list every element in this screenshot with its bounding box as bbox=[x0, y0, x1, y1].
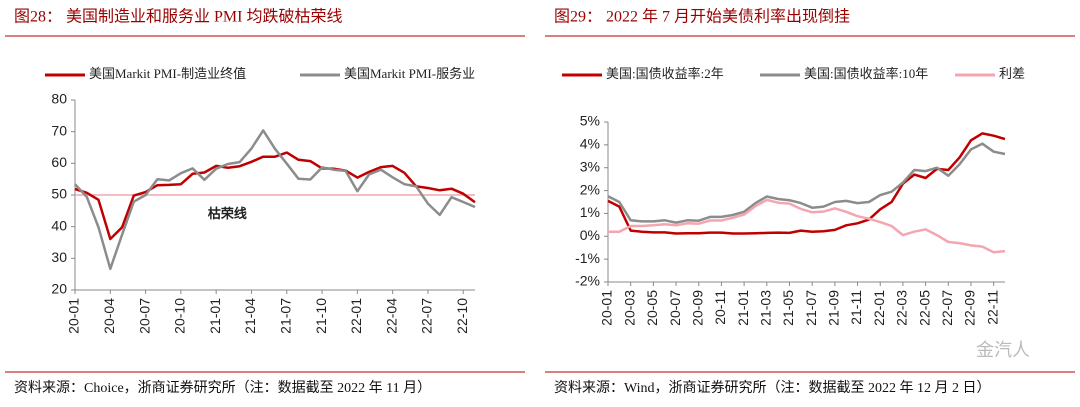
x-tick-label: 20-11 bbox=[712, 290, 728, 325]
source-note: 资料来源：Wind，浙商证券研究所（注：数据截至 2022 年 12 月 2 日… bbox=[554, 380, 991, 396]
x-tick-label: 22-04 bbox=[383, 298, 399, 334]
x-tick-label: 20-01 bbox=[66, 298, 82, 334]
x-tick-label: 20-04 bbox=[101, 298, 117, 334]
legend-label: 美国Markit PMI-制造业终值 bbox=[89, 66, 246, 81]
watermark: 金汽人 bbox=[976, 340, 1030, 360]
x-tick-label: 22-05 bbox=[916, 290, 932, 326]
x-tick-label: 20-01 bbox=[599, 290, 615, 326]
x-tick-label: 22-03 bbox=[894, 290, 910, 326]
x-tick-label: 20-09 bbox=[689, 290, 705, 326]
y-tick-label: 40 bbox=[51, 217, 67, 233]
x-tick-label: 22-09 bbox=[962, 290, 978, 326]
x-tick-label: 21-01 bbox=[207, 298, 223, 334]
x-tick-label: 20-05 bbox=[644, 290, 660, 326]
y-tick-label: 3% bbox=[580, 158, 600, 174]
y-tick-label: 5% bbox=[580, 113, 600, 129]
series-line bbox=[607, 142, 1006, 224]
x-tick-label: 22-01 bbox=[871, 290, 887, 326]
x-tick-label: 20-03 bbox=[621, 290, 637, 326]
y-tick-label: 20 bbox=[51, 281, 67, 297]
x-tick-label: 22-07 bbox=[939, 290, 955, 326]
x-tick-label: 21-07 bbox=[277, 298, 293, 334]
x-tick-label: 21-05 bbox=[780, 290, 796, 326]
x-tick-label: 20-07 bbox=[136, 298, 152, 334]
legend-label: 美国:国债收益率:10年 bbox=[804, 66, 928, 81]
x-tick-label: 22-10 bbox=[454, 298, 470, 334]
x-tick-label: 21-07 bbox=[803, 290, 819, 326]
y-tick-label: 1% bbox=[580, 204, 600, 220]
y-tick-label: 70 bbox=[51, 122, 67, 138]
x-tick-label: 21-10 bbox=[313, 298, 329, 334]
y-tick-label: 0% bbox=[580, 227, 600, 243]
reference-label: 枯荣线 bbox=[208, 206, 247, 221]
y-tick-label: 50 bbox=[51, 186, 67, 202]
y-tick-label: -1% bbox=[575, 250, 600, 266]
x-tick-label: 21-01 bbox=[735, 290, 751, 326]
series-line bbox=[74, 151, 476, 241]
x-tick-label: 22-01 bbox=[348, 298, 364, 334]
x-tick-label: 21-11 bbox=[848, 290, 864, 325]
y-tick-label: 80 bbox=[51, 91, 67, 107]
legend-label: 美国Markit PMI-服务业 bbox=[344, 66, 475, 81]
y-tick-label: -2% bbox=[575, 273, 600, 289]
y-tick-label: 4% bbox=[580, 136, 600, 152]
legend-label: 利差 bbox=[999, 66, 1025, 81]
x-tick-label: 20-07 bbox=[667, 290, 683, 326]
chart-title: 图28： 美国制造业和服务业 PMI 均跌破枯荣线 bbox=[14, 8, 342, 26]
chart-title: 图29： 2022 年 7 月开始美债利率出现倒挂 bbox=[554, 8, 850, 26]
x-tick-label: 21-09 bbox=[826, 290, 842, 326]
x-tick-label: 22-11 bbox=[984, 290, 1000, 325]
x-tick-label: 20-10 bbox=[172, 298, 188, 334]
source-note: 资料来源：Choice，浙商证券研究所（注：数据截至 2022 年 11 月） bbox=[14, 380, 431, 396]
y-tick-label: 30 bbox=[51, 249, 67, 265]
y-tick-label: 2% bbox=[580, 181, 600, 197]
x-tick-label: 21-03 bbox=[758, 290, 774, 326]
y-tick-label: 60 bbox=[51, 154, 67, 170]
x-tick-label: 22-07 bbox=[419, 298, 435, 334]
legend-label: 美国:国债收益率:2年 bbox=[606, 66, 724, 81]
series-line bbox=[74, 129, 476, 271]
series-line bbox=[607, 132, 1006, 235]
series-line bbox=[608, 198, 1006, 254]
x-tick-label: 21-04 bbox=[242, 298, 258, 334]
